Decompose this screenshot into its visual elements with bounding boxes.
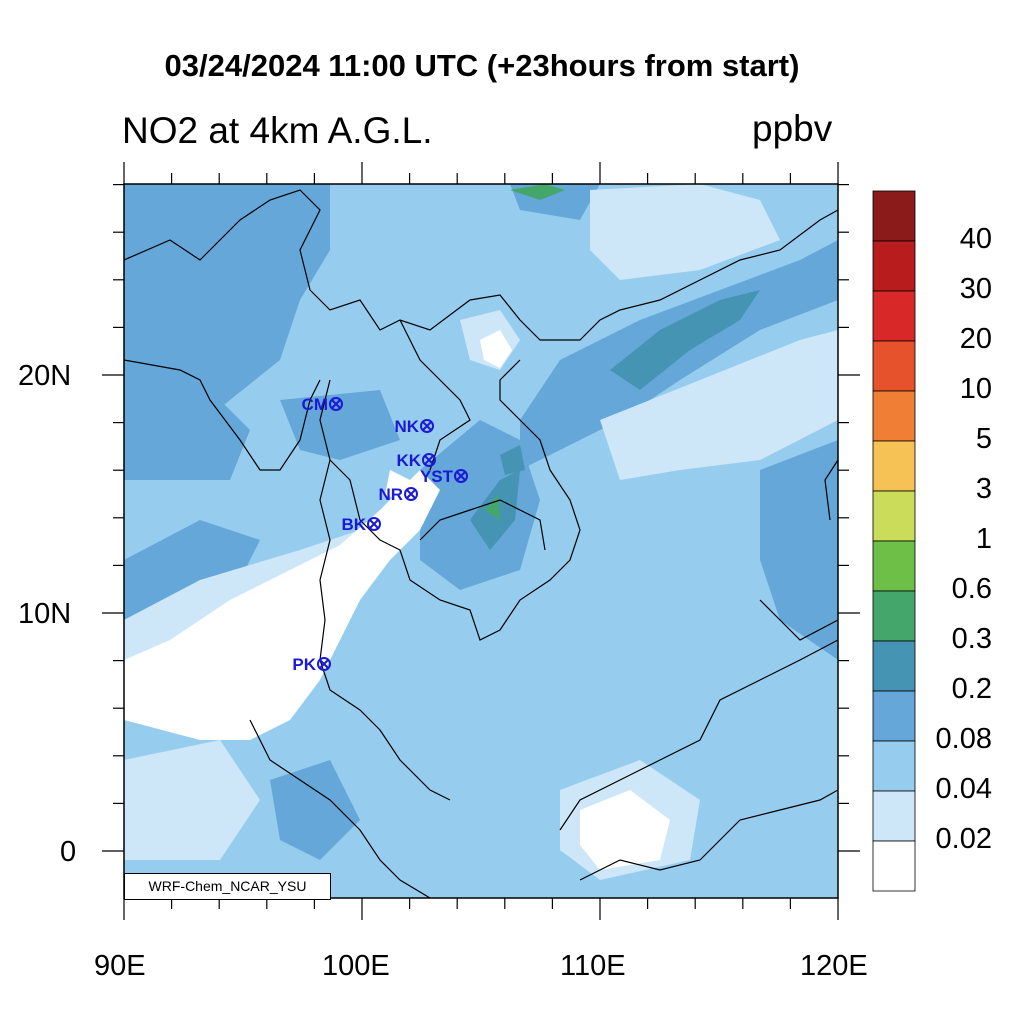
station-marker-icon — [422, 453, 436, 467]
lat-label-10n: 10N — [18, 598, 72, 630]
colorbar-label: 3 — [975, 473, 992, 505]
station-marker-icon — [367, 517, 381, 531]
colorbar-swatch — [872, 740, 916, 792]
colorbar-label: 0.02 — [935, 823, 992, 855]
station-label: PK — [292, 655, 316, 674]
station-pk: PK — [292, 655, 331, 674]
station-marker-icon — [317, 657, 331, 671]
concentration-field — [124, 184, 838, 898]
colorbar-label: 0.6 — [951, 573, 992, 605]
station-label: NR — [378, 485, 403, 504]
colorbar-swatch — [872, 590, 916, 642]
colorbar-swatch — [872, 840, 916, 892]
colorbar-swatch — [872, 540, 916, 592]
model-watermark: WRF-Chem_NCAR_YSU — [124, 873, 331, 900]
station-label: YST — [420, 467, 454, 486]
station-kk: KK — [396, 451, 436, 470]
colorbar-swatch — [872, 190, 916, 242]
colorbar-swatch — [872, 690, 916, 742]
station-label: CM — [302, 395, 328, 414]
station-label: NK — [394, 417, 419, 436]
station-cm: CM — [302, 395, 343, 414]
colorbar-label: 0.08 — [935, 723, 992, 755]
station-nk: NK — [394, 417, 434, 436]
station-bk: BK — [341, 515, 381, 534]
units-label: ppbv — [752, 108, 833, 149]
colorbar-swatch — [872, 240, 916, 292]
colorbar-label: 20 — [959, 323, 992, 355]
colorbar-label: 0.3 — [951, 623, 992, 655]
station-marker-icon — [420, 419, 434, 433]
colorbar-label: 10 — [959, 373, 992, 405]
axis-ticks — [102, 162, 860, 920]
station-marker-icon — [454, 469, 468, 483]
coastlines — [124, 189, 838, 898]
map-title: 03/24/2024 11:00 UTC (+23hours from star… — [164, 48, 800, 83]
colorbar-label: 0.04 — [935, 773, 992, 805]
lat-label-20n: 20N — [18, 360, 72, 392]
colorbar-swatch — [872, 290, 916, 342]
colorbar-label: 5 — [975, 423, 992, 455]
colorbar — [872, 190, 916, 892]
map-frame — [123, 183, 839, 899]
colorbar-label: 40 — [959, 223, 992, 255]
colorbar-label: 1 — [975, 523, 992, 555]
station-marker-icon — [329, 397, 343, 411]
lon-label-100e: 100E — [322, 950, 390, 982]
station-label: BK — [341, 515, 366, 534]
station-label: KK — [396, 451, 421, 470]
lat-label-0: 0 — [60, 836, 77, 868]
lon-label-90e: 90E — [94, 950, 146, 982]
variable-label: NO2 at 4km A.G.L. — [122, 110, 433, 151]
colorbar-swatch — [872, 390, 916, 442]
lon-label-110e: 110E — [560, 950, 626, 982]
lon-label-120e: 120E — [800, 950, 868, 982]
station-yst: YST — [420, 467, 468, 486]
station-nr: NR — [378, 485, 418, 504]
colorbar-label: 0.2 — [951, 673, 992, 705]
colorbar-label: 30 — [959, 273, 992, 305]
station-marker-icon — [404, 487, 418, 501]
